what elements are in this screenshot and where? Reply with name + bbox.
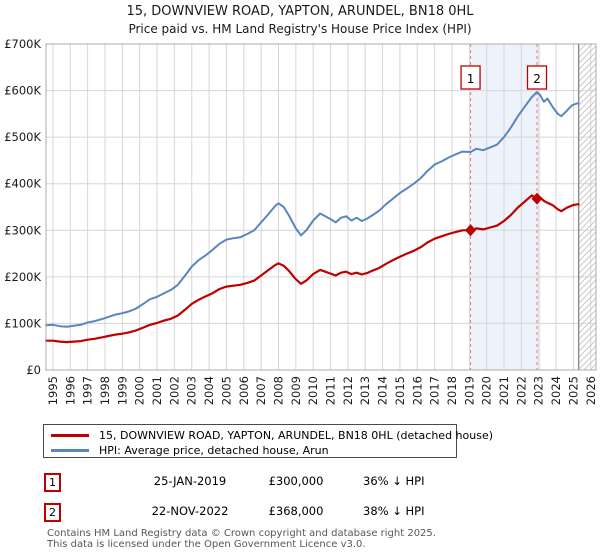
svg-text:2001: 2001 xyxy=(150,376,164,405)
svg-text:2014: 2014 xyxy=(376,376,390,405)
footer-line-1: Contains HM Land Registry data © Crown c… xyxy=(47,528,436,539)
svg-text:2015: 2015 xyxy=(393,376,407,405)
footer-line-2: This data is licensed under the Open Gov… xyxy=(47,538,366,550)
svg-text:2: 2 xyxy=(533,72,541,86)
svg-text:£500K: £500K xyxy=(4,130,41,144)
svg-text:2023: 2023 xyxy=(532,376,546,405)
transaction-row-1: 1 25-JAN-2019 £300,000 36% ↓ HPI xyxy=(44,473,564,492)
svg-text:2010: 2010 xyxy=(306,376,320,405)
svg-text:£400K: £400K xyxy=(4,177,41,191)
svg-text:1995: 1995 xyxy=(46,376,60,405)
hpi-line-swatch xyxy=(51,449,89,452)
y-axis-labels: £0 £100K £200K £300K £400K £500K £600K £700K xyxy=(4,37,41,377)
svg-text:2021: 2021 xyxy=(497,376,511,405)
svg-text:2000: 2000 xyxy=(133,376,147,405)
svg-text:£200K: £200K xyxy=(4,270,41,284)
sale-2-marker xyxy=(531,192,543,205)
svg-text:2007: 2007 xyxy=(254,376,268,405)
svg-text:1: 1 xyxy=(467,72,475,86)
svg-text:2019: 2019 xyxy=(462,376,476,405)
svg-text:1998: 1998 xyxy=(98,376,112,405)
chart-legend: 15, DOWNVIEW ROAD, YAPTON, ARUNDEL, BN18… xyxy=(43,424,493,458)
svg-text:£0: £0 xyxy=(26,363,41,377)
transaction-2-number-badge: 2 xyxy=(44,503,61,522)
svg-text:2009: 2009 xyxy=(289,376,303,405)
ownership-period-shading xyxy=(470,44,541,370)
sale-2-annotation-box xyxy=(526,65,548,90)
transaction-1-price: £300,000 xyxy=(268,474,324,488)
transaction-2-price: £368,000 xyxy=(268,504,324,518)
legend-item-hpi: HPI: Average price, detached house, Arun xyxy=(51,443,450,458)
legend-label-price-paid: 15, DOWNVIEW ROAD, YAPTON, ARUNDEL, BN18… xyxy=(99,429,494,442)
svg-text:2013: 2013 xyxy=(358,376,372,405)
svg-text:1996: 1996 xyxy=(63,376,77,405)
page-subtitle: Price paid vs. HM Land Registry's House … xyxy=(128,22,472,36)
transaction-1-date: 25-JAN-2019 xyxy=(153,474,227,488)
svg-text:2006: 2006 xyxy=(237,376,251,405)
svg-text:£700K: £700K xyxy=(4,37,41,51)
svg-text:2017: 2017 xyxy=(428,376,442,405)
svg-text:2011: 2011 xyxy=(324,376,338,405)
hpi-line xyxy=(45,91,580,328)
svg-text:2003: 2003 xyxy=(185,376,199,405)
transaction-2-date: 22-NOV-2022 xyxy=(151,504,229,518)
svg-text:£100K: £100K xyxy=(4,316,41,330)
svg-text:2026: 2026 xyxy=(584,376,598,405)
svg-text:2025: 2025 xyxy=(566,376,580,405)
transaction-1-hpi-diff: 36% ↓ HPI xyxy=(363,474,425,488)
transaction-row-2: 2 22-NOV-2022 £368,000 38% ↓ HPI xyxy=(44,503,564,522)
sale-1-marker xyxy=(465,224,477,237)
price-paid-line-swatch xyxy=(51,434,89,437)
price-history-chart: 1 2 £0 £100K £200K £300K £400K £500K £600K £700K 1… xyxy=(4,37,598,405)
svg-text:2018: 2018 xyxy=(445,376,459,405)
svg-text:2005: 2005 xyxy=(219,376,233,405)
no-data-hatch-region xyxy=(578,44,596,370)
legend-item-price-paid: 15, DOWNVIEW ROAD, YAPTON, ARUNDEL, BN18… xyxy=(51,428,493,443)
legend-label-hpi: HPI: Average price, detached house, Arun xyxy=(99,444,329,457)
transaction-2-hpi-diff: 38% ↓ HPI xyxy=(363,504,425,518)
x-axis-labels: 1995 1996 1997 1998 1999 2000 2001 2002 2003 2004… xyxy=(46,376,598,405)
svg-text:2004: 2004 xyxy=(202,376,216,405)
svg-text:2002: 2002 xyxy=(167,376,181,405)
plot-border xyxy=(45,43,597,371)
svg-text:2008: 2008 xyxy=(271,376,285,405)
svg-text:£300K: £300K xyxy=(4,223,41,237)
svg-text:1999: 1999 xyxy=(115,376,129,405)
svg-text:2020: 2020 xyxy=(480,376,494,405)
transaction-1-number-badge: 1 xyxy=(44,473,61,492)
price-paid-line xyxy=(44,194,580,344)
svg-text:1997: 1997 xyxy=(81,376,95,405)
svg-text:2012: 2012 xyxy=(341,376,355,405)
sale-1-annotation-box xyxy=(460,65,481,90)
attribution-footer: Contains HM Land Registry data © Crown c… xyxy=(47,528,436,550)
svg-text:2022: 2022 xyxy=(514,376,528,405)
svg-text:£600K: £600K xyxy=(4,84,41,98)
svg-text:2024: 2024 xyxy=(549,376,563,405)
svg-text:2016: 2016 xyxy=(410,376,424,405)
page-title: 15, DOWNVIEW ROAD, YAPTON, ARUNDEL, BN18… xyxy=(126,4,474,19)
